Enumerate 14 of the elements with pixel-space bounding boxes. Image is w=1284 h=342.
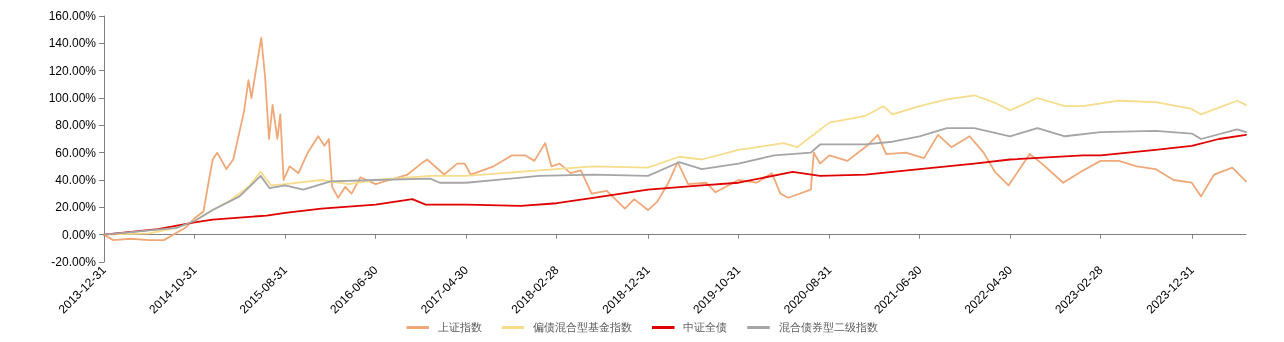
y-tick-label: -20.00%	[51, 255, 97, 269]
y-tick-label: 20.00%	[55, 200, 97, 215]
legend-label: 上证指数	[437, 321, 482, 334]
y-tick-label: 100.00%	[48, 91, 97, 105]
legend-label: 混合债券型二级指数	[778, 321, 878, 334]
y-tick-label: 60.00%	[55, 145, 97, 160]
y-tick-label: 120.00%	[48, 63, 97, 78]
y-tick-label: 160.00%	[48, 9, 97, 23]
y-tick-label: 40.00%	[55, 173, 97, 187]
legend-label: 中证全债	[683, 321, 728, 334]
legend-label: 偏债混合型基金指数	[533, 321, 632, 334]
y-tick-label: 140.00%	[48, 36, 97, 51]
y-tick-label: 0.00%	[61, 227, 97, 242]
y-tick-label: 80.00%	[55, 118, 97, 133]
